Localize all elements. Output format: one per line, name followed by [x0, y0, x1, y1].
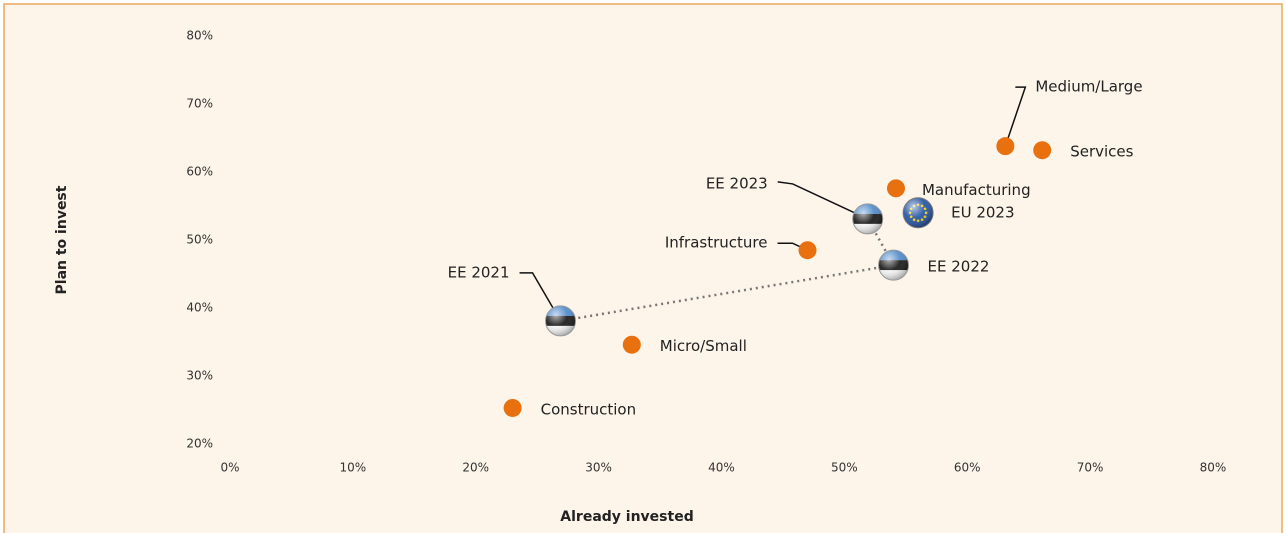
leader-line: [519, 272, 562, 322]
y-tick-label: 50%: [186, 233, 213, 247]
point: [1033, 141, 1052, 160]
x-tick-label: 60%: [954, 461, 981, 475]
y-tick-label: 40%: [186, 301, 213, 315]
shine: [852, 203, 884, 235]
x-tick-label: 50%: [831, 461, 858, 475]
leader-line: [1004, 86, 1027, 147]
x-tick-label: 10%: [340, 461, 367, 475]
point: [622, 335, 641, 354]
point: [886, 179, 905, 198]
x-tick-label: 80%: [1200, 461, 1227, 475]
point-label: Construction: [541, 400, 637, 418]
point-label: EE 2023: [706, 174, 768, 192]
leader-line: [777, 181, 869, 220]
shine: [545, 305, 577, 337]
x-axis-title: Already invested: [560, 509, 693, 525]
x-tick-label: 70%: [1077, 461, 1104, 475]
point-group: [886, 179, 905, 198]
frame: [3, 3, 1283, 533]
shine: [902, 197, 934, 229]
y-axis-title: Plan to invest: [54, 185, 70, 294]
point-label: EU 2023: [951, 203, 1014, 221]
point: [798, 241, 817, 260]
point-group: [622, 335, 641, 354]
y-tick-label: 60%: [186, 165, 213, 179]
point-label: Micro/Small: [660, 337, 747, 355]
point-label: Manufacturing: [922, 181, 1031, 199]
point-group: [996, 137, 1015, 156]
y-tick-label: 20%: [186, 437, 213, 451]
x-tick-label: 30%: [585, 461, 612, 475]
point-label: Infrastructure: [665, 234, 768, 252]
point-group: [503, 398, 522, 417]
point-group: [1033, 141, 1052, 160]
point-label: EE 2021: [448, 263, 510, 281]
point-group: [902, 197, 934, 229]
x-tick-label: 40%: [708, 461, 735, 475]
point-group: [878, 249, 910, 281]
point-label: Medium/Large: [1035, 78, 1142, 96]
y-tick-label: 70%: [186, 97, 213, 111]
y-tick-label: 80%: [186, 29, 213, 43]
point-label: EE 2022: [928, 258, 990, 276]
point-label: Services: [1070, 143, 1133, 161]
x-tick-label: 0%: [220, 461, 239, 475]
point-group: [545, 305, 577, 337]
y-tick-label: 30%: [186, 369, 213, 383]
point: [503, 398, 522, 417]
x-tick-label: 20%: [462, 461, 489, 475]
point-group: [852, 203, 884, 235]
point-group: [798, 241, 817, 260]
shine: [878, 249, 910, 281]
point: [996, 137, 1015, 156]
